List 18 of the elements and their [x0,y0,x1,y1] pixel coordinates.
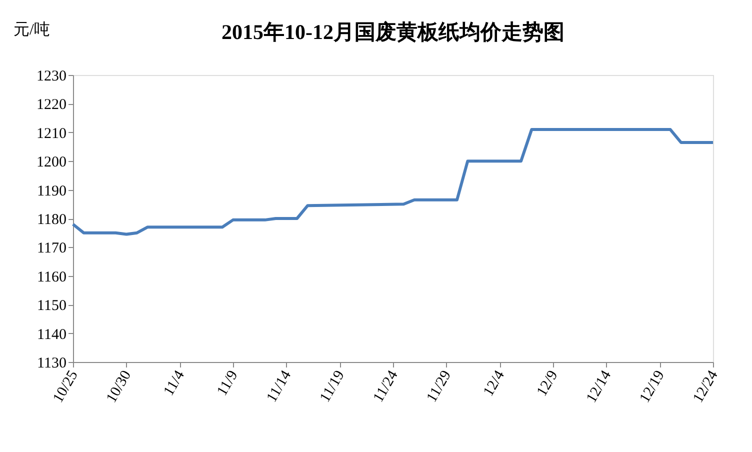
y-tick-label: 1130 [37,356,66,372]
y-tick-label: 1180 [37,212,66,228]
y-axis-title: 元/吨 [14,20,50,38]
y-tick-label: 1190 [37,183,66,200]
y-tick-label: 1170 [37,240,66,257]
y-tick-label: 1150 [37,298,66,314]
y-tick-label: 1200 [36,154,66,171]
x-tick-label: 11/9 [214,368,242,399]
x-tick-label: 12/9 [534,368,562,400]
x-tick-label: 12/4 [480,368,508,400]
x-tick-label: 11/4 [161,368,188,399]
chart-title: 2015年10-12月国废黄板纸均价走势图 [222,20,564,44]
y-tick-label: 1160 [37,269,66,286]
line-series [72,128,714,236]
y-tick-label: 1140 [37,326,66,343]
y-tick-label: 1220 [36,97,66,114]
y-tick-label: 1210 [36,126,66,142]
y-tick-label: 1230 [36,68,66,84]
